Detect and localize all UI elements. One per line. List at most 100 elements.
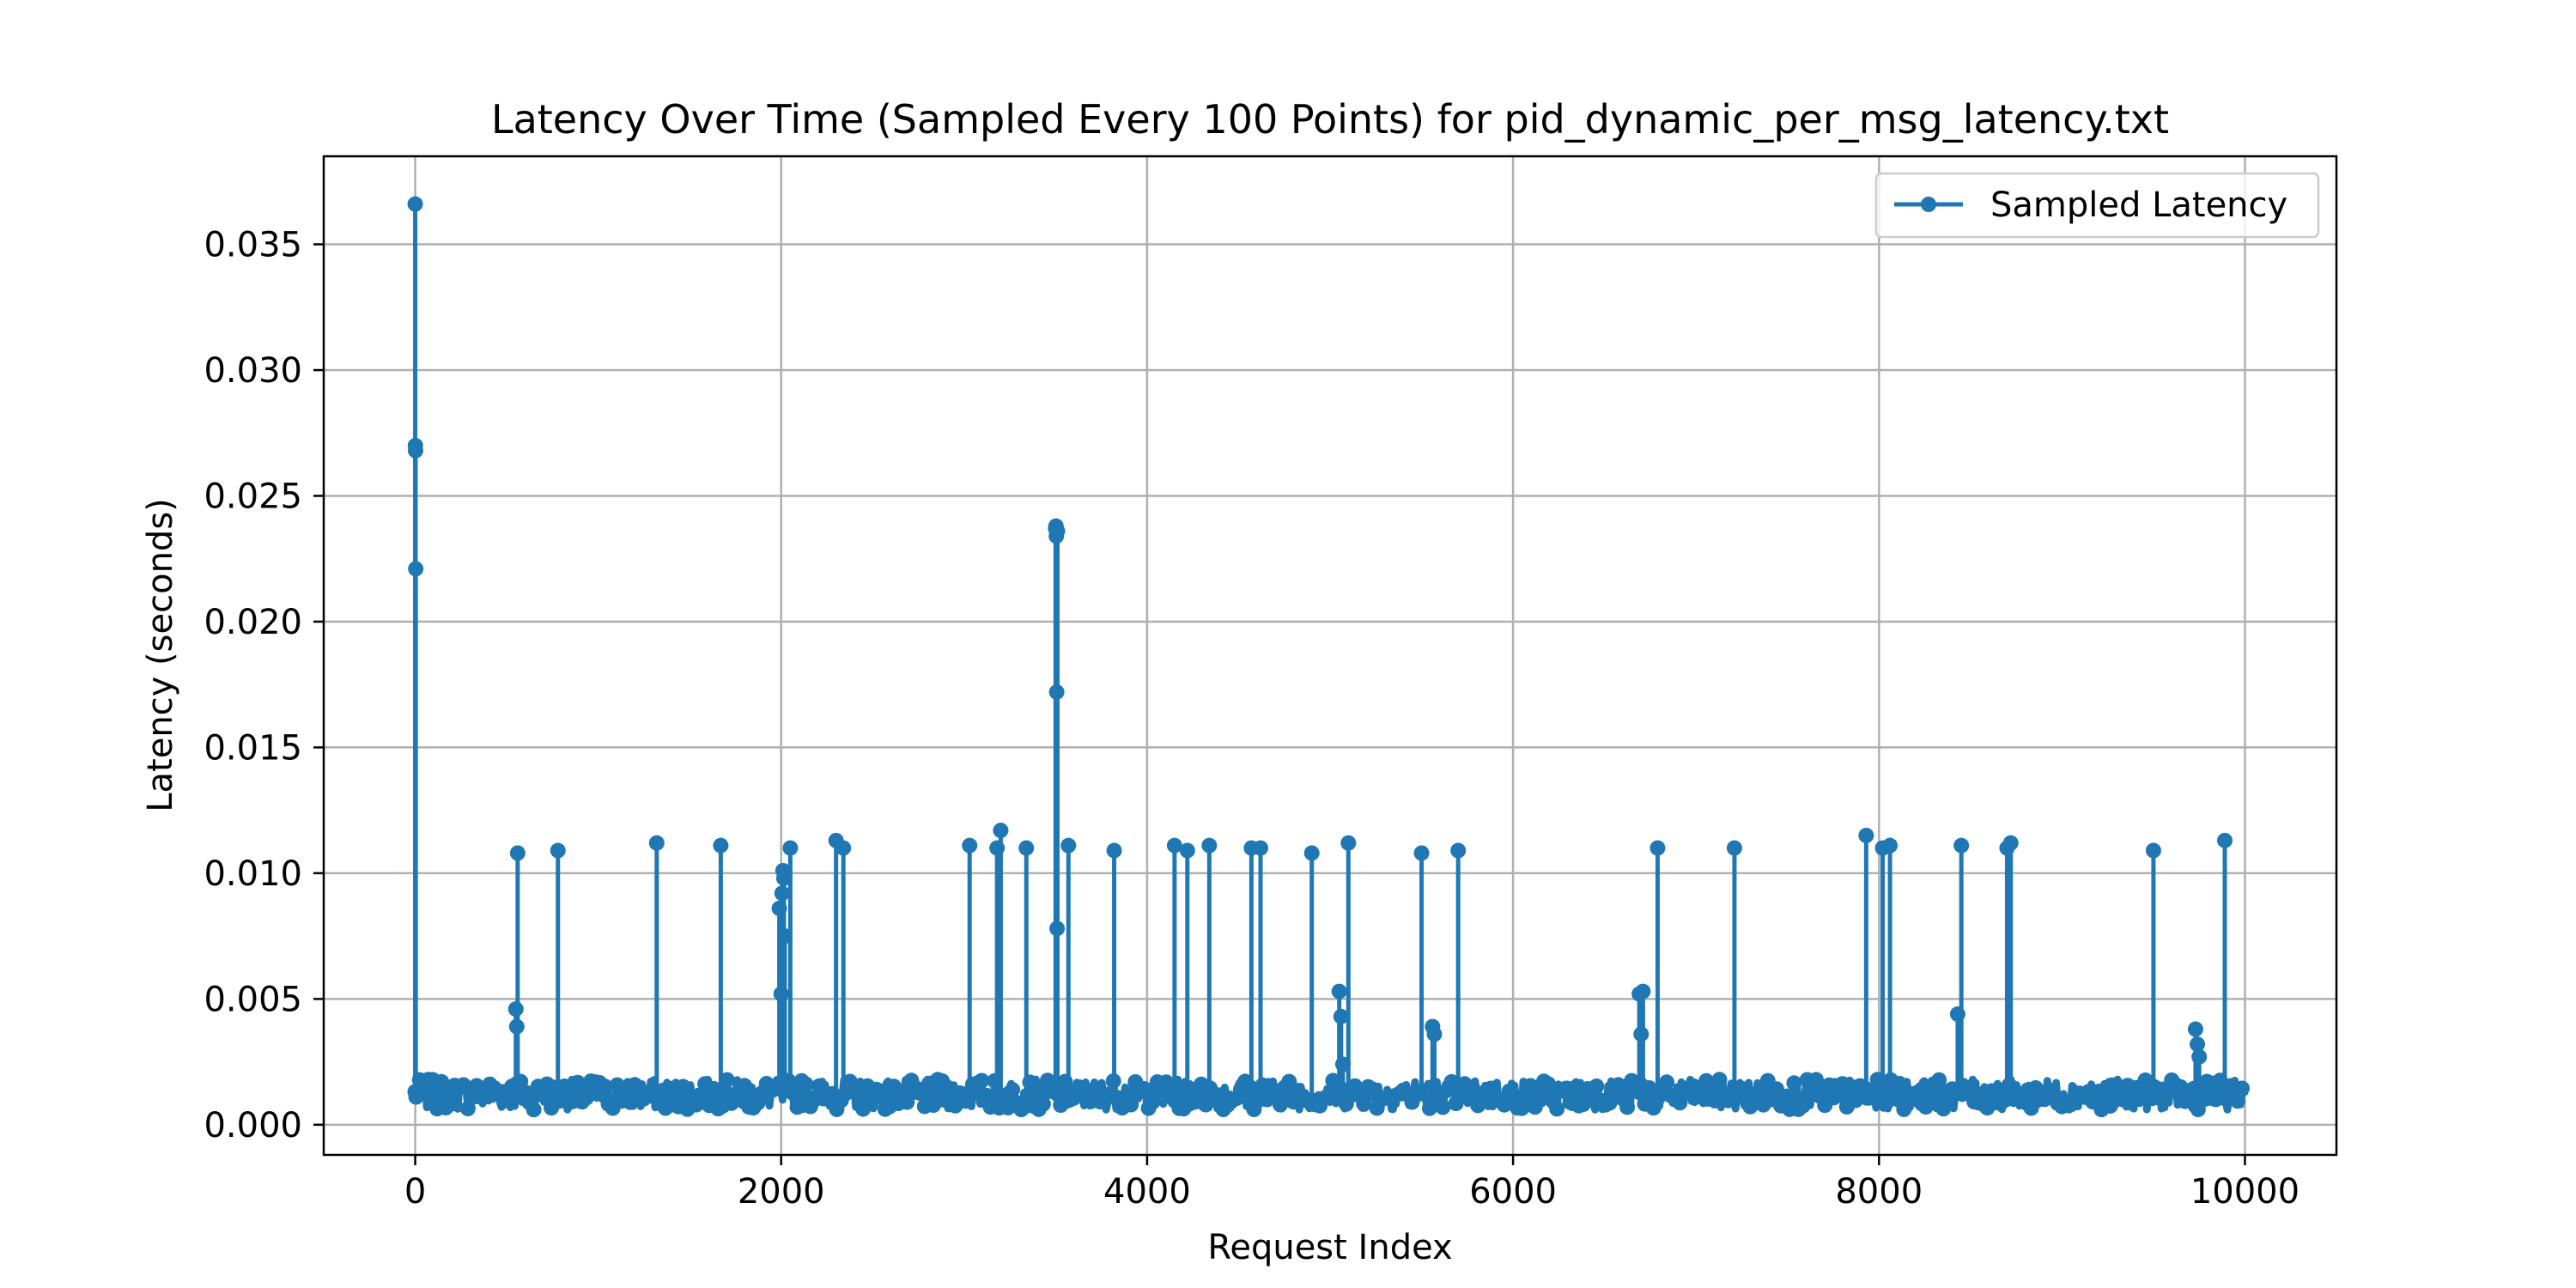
latency-point [1340, 835, 1357, 851]
latency-point [1049, 1086, 1066, 1103]
baseline-point [1940, 1096, 1956, 1112]
baseline-point [2023, 1100, 2039, 1116]
x-tick-label: 4000 [1103, 1172, 1191, 1212]
latency-point [1106, 842, 1122, 859]
plot-layer [407, 196, 2250, 1118]
x-axis-label: Request Index [1207, 1228, 1452, 1267]
x-tick-label: 6000 [1469, 1172, 1557, 1212]
baseline-point [1549, 1101, 1565, 1117]
latency-point [1060, 837, 1077, 854]
baseline-point [442, 1096, 459, 1112]
baseline-point [623, 1094, 639, 1110]
latency-point [835, 840, 852, 856]
latency-point [1179, 842, 1195, 859]
baseline-markers [407, 1072, 2250, 1118]
baseline-point [579, 1090, 594, 1106]
latency-point [962, 837, 978, 854]
baseline-point [960, 1092, 976, 1109]
baseline-point [706, 1081, 722, 1097]
latency-point [1049, 523, 1066, 539]
baseline-point [2229, 1093, 2245, 1109]
baseline-point [939, 1078, 955, 1095]
latency-point [2187, 1021, 2203, 1037]
legend: Sampled Latency [1874, 172, 2320, 239]
baseline-point [1505, 1087, 1522, 1103]
baseline-point [1619, 1099, 1636, 1115]
baseline-point [1896, 1101, 1912, 1117]
baseline-point [1448, 1096, 1464, 1111]
baseline-point [459, 1101, 476, 1116]
latency-point [1413, 845, 1430, 861]
latency-point [713, 837, 729, 854]
y-tick-label: 0.010 [204, 854, 302, 894]
baseline-point [1795, 1097, 1811, 1114]
legend-marker-swatch [1921, 197, 1936, 212]
legend-box [1874, 172, 2320, 239]
baseline-point [719, 1072, 735, 1088]
latency-point [1331, 983, 1347, 999]
grid-layer [324, 156, 2336, 1155]
baseline-point [499, 1092, 515, 1109]
baseline-point [1005, 1082, 1021, 1098]
latency-point [2002, 835, 2019, 851]
baseline-point [539, 1076, 555, 1092]
baseline-point [1610, 1077, 1626, 1093]
latency-point [1018, 840, 1035, 856]
baseline-point [1483, 1080, 1499, 1097]
baseline-point [2102, 1098, 2118, 1114]
latency-point [782, 840, 799, 856]
baseline-point [1566, 1080, 1583, 1096]
latency-point [407, 196, 423, 212]
baseline-point [1892, 1076, 1908, 1091]
y-tick-label: 0.030 [204, 351, 302, 391]
latency-point [1649, 840, 1666, 856]
baseline-point [1527, 1099, 1543, 1115]
latency-point [1426, 1026, 1443, 1042]
baseline-point [569, 1074, 586, 1091]
x-tick-label: 0 [404, 1172, 426, 1212]
tick-layer: 0 2000 4000 6000 8000 10000 0.000 0.005 0.010 0.0… [204, 226, 2300, 1212]
baseline-point [1540, 1076, 1556, 1092]
latency-point [1450, 842, 1467, 859]
baseline-point [903, 1072, 920, 1089]
baseline-point [886, 1078, 902, 1095]
baseline-point [1273, 1097, 1288, 1113]
latency-point [1333, 1008, 1349, 1024]
latency-point [408, 561, 424, 577]
y-tick-label: 0.005 [204, 980, 302, 1019]
baseline-point [1435, 1099, 1451, 1115]
baseline-point [1931, 1072, 1947, 1088]
baseline-point [526, 1102, 542, 1118]
baseline-point [872, 1083, 889, 1099]
y-tick-label: 0.020 [204, 603, 302, 642]
baseline-point [789, 1099, 805, 1115]
baseline-point [1711, 1072, 1728, 1088]
baseline-point [1176, 1101, 1192, 1117]
baseline-point [1145, 1094, 1161, 1110]
baseline-point [2234, 1080, 2250, 1097]
latency-point [648, 835, 665, 851]
plot-frame [322, 155, 2338, 1157]
baseline-point [737, 1078, 753, 1094]
latency-point [1303, 845, 1320, 861]
latency-point [550, 842, 566, 859]
baseline-point [1601, 1095, 1618, 1111]
latency-point [1858, 827, 1874, 843]
y-tick-label: 0.015 [204, 728, 302, 768]
baseline-point [1136, 1081, 1152, 1097]
latency-point [1882, 837, 1899, 854]
baseline-point [596, 1079, 612, 1096]
baseline-point [974, 1072, 990, 1089]
latency-point [509, 845, 526, 861]
baseline-point [1848, 1092, 1863, 1109]
y-tick-label: 0.025 [204, 477, 302, 516]
latency-point [1201, 837, 1218, 854]
baseline-point [1786, 1075, 1802, 1091]
baseline-point [1589, 1078, 1605, 1094]
latency-point [1953, 837, 1970, 854]
y-tick-label: 0.035 [204, 226, 302, 265]
x-tick-label: 2000 [738, 1172, 825, 1212]
baseline-point [434, 1073, 450, 1090]
baseline-point [1659, 1074, 1675, 1091]
